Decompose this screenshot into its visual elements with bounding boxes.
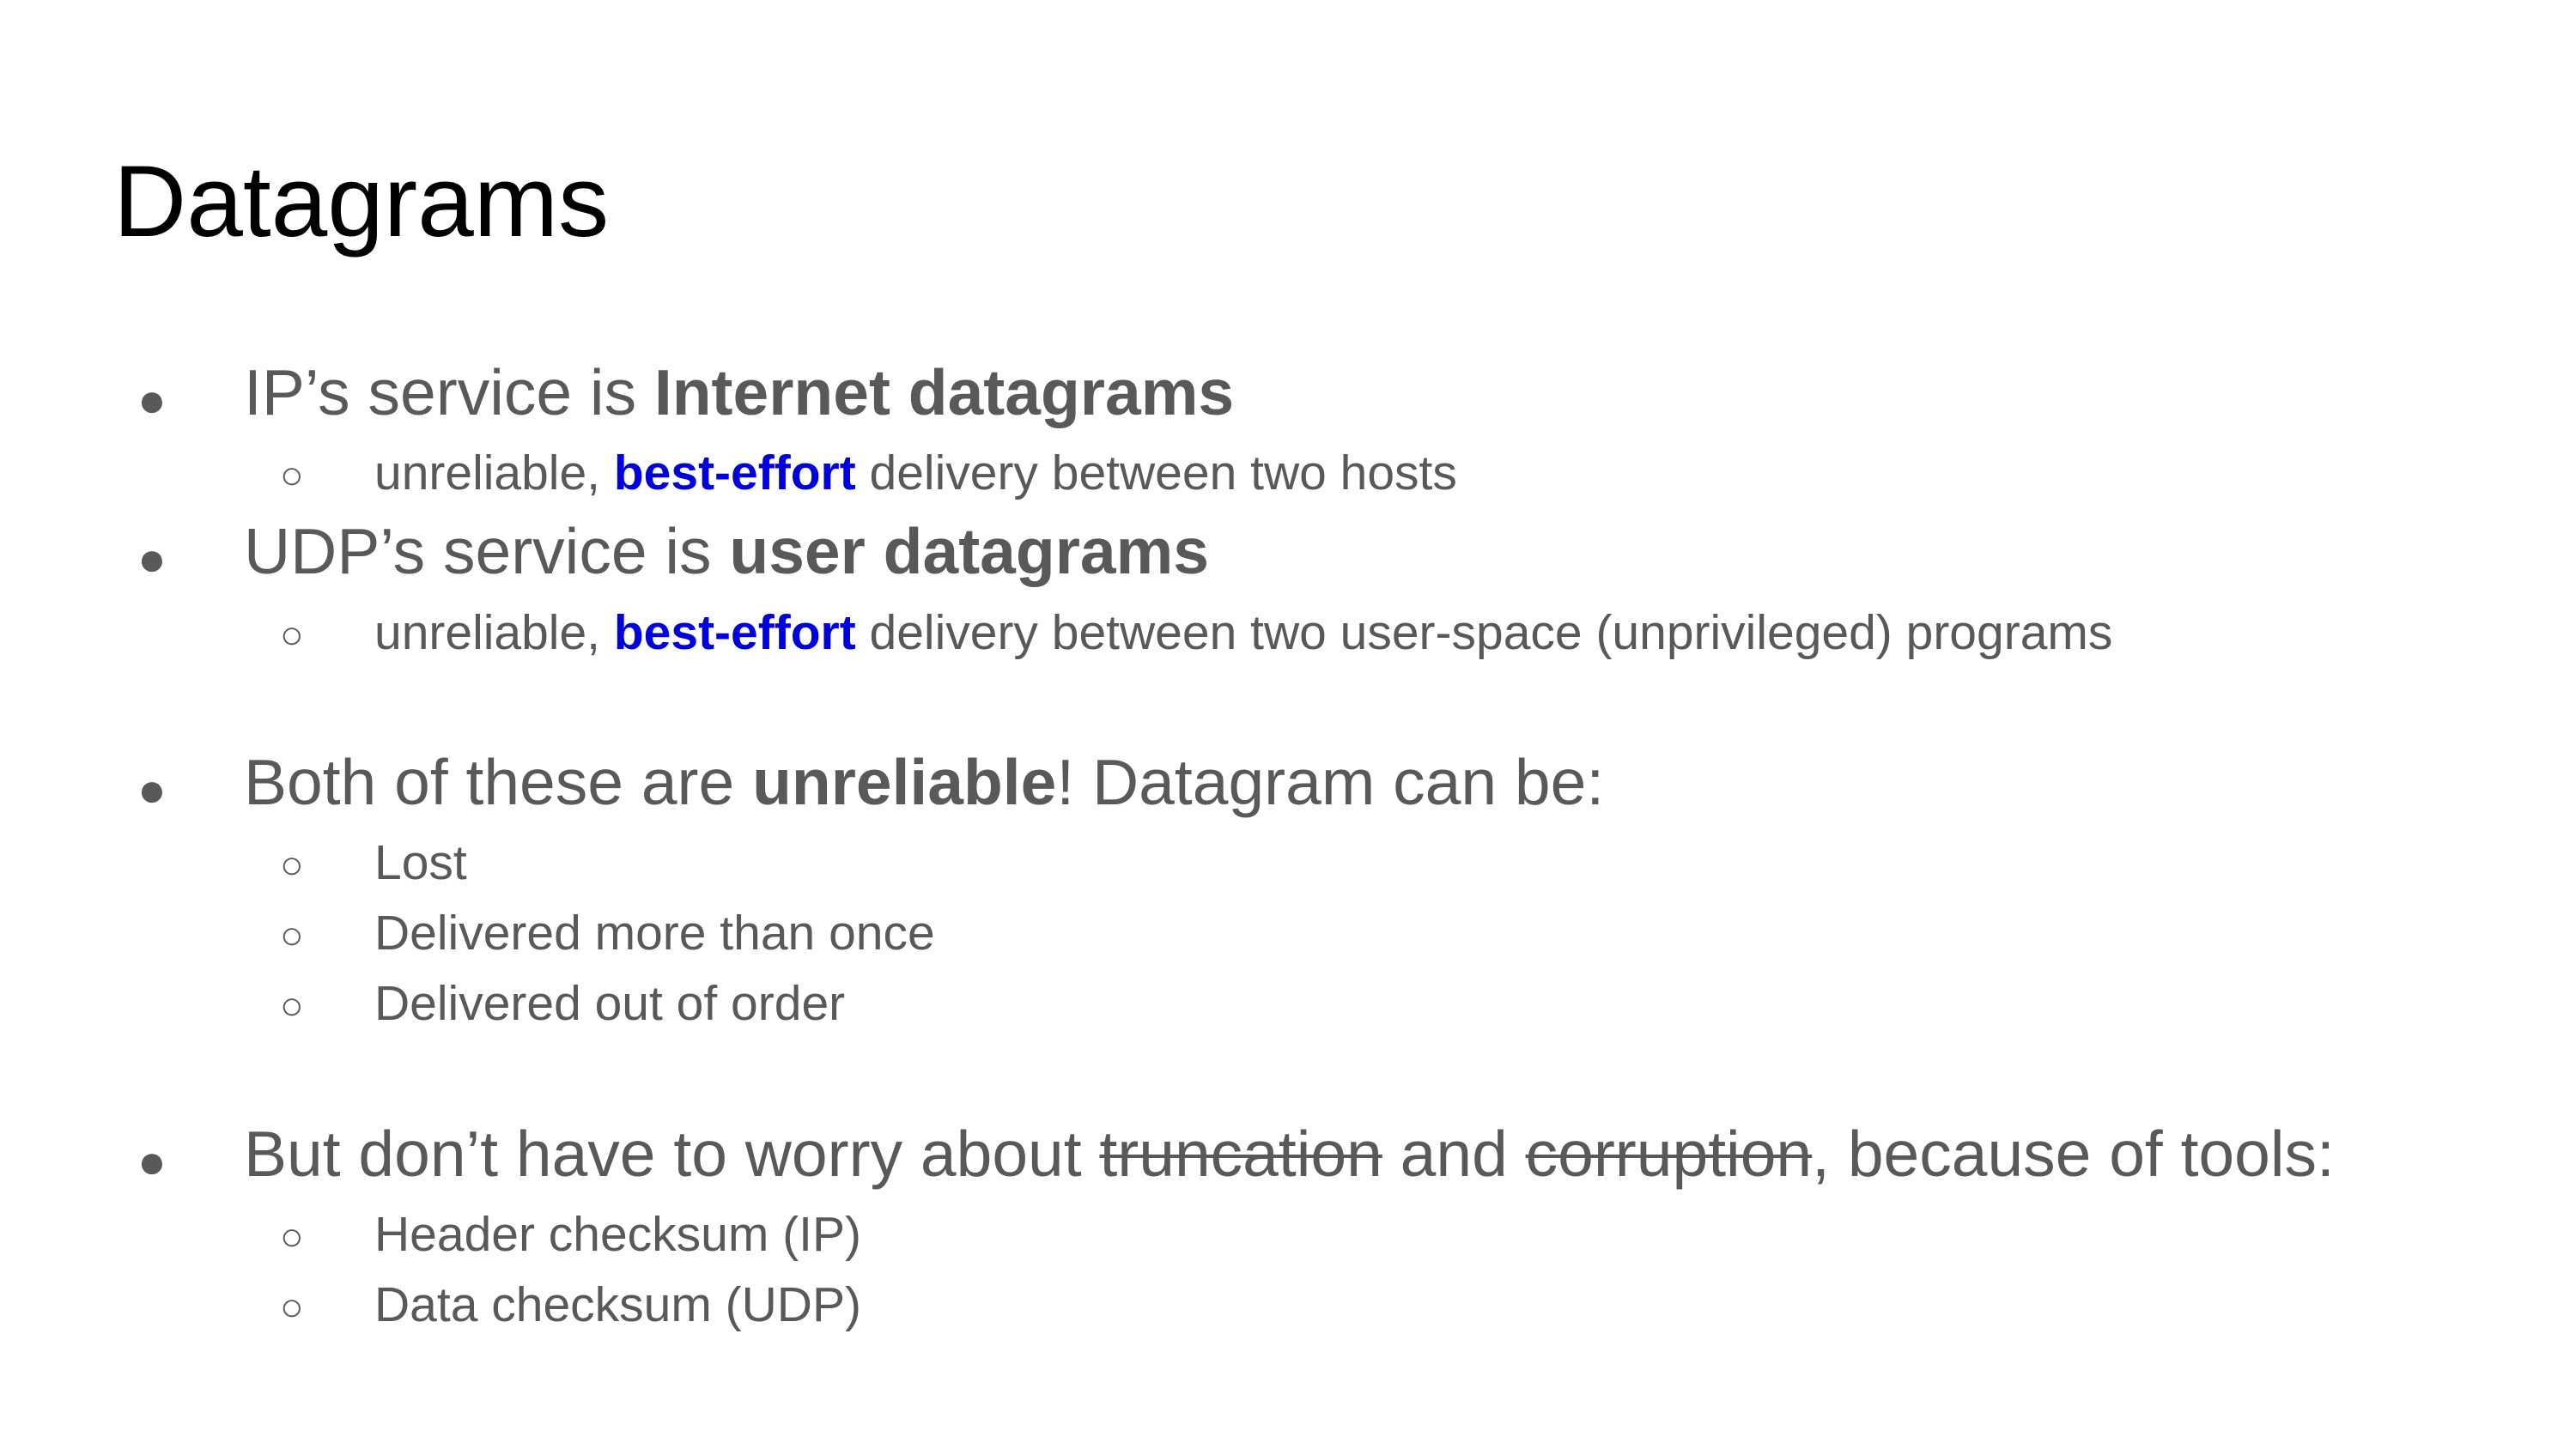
sub-bullet-header-checksum: Header checksum (IP) bbox=[374, 1207, 862, 1262]
text: UDP’s service is bbox=[244, 515, 730, 587]
text: and bbox=[1382, 1118, 1526, 1190]
bullet-unreliable: Both of these are unreliable! Datagram c… bbox=[244, 750, 1604, 815]
sub-bullet-ip-delivery: unreliable, best-effort delivery between… bbox=[374, 449, 1457, 498]
bullet-icon: ● bbox=[137, 1134, 167, 1188]
sub-bullet-lost: Lost bbox=[374, 835, 467, 890]
sub-bullet-icon: ○ bbox=[280, 842, 304, 887]
sub-bullet-data-checksum: Data checksum (UDP) bbox=[374, 1277, 861, 1332]
sub-bullet-duplicated: Delivered more than once bbox=[374, 906, 935, 961]
bullet-icon: ● bbox=[137, 373, 167, 427]
text: But don’t have to worry about bbox=[244, 1118, 1100, 1190]
sub-bullet-icon: ○ bbox=[280, 983, 304, 1028]
highlight-text: best-effort bbox=[613, 605, 856, 660]
bullet-no-worry: But don’t have to worry about truncation… bbox=[244, 1122, 2335, 1186]
strikethrough-text: truncation bbox=[1099, 1118, 1382, 1190]
sub-bullet-icon: ○ bbox=[280, 612, 304, 657]
sub-bullet-udp-delivery: unreliable, best-effort delivery between… bbox=[374, 609, 2112, 658]
text: unreliable, bbox=[374, 605, 614, 660]
bullet-icon: ● bbox=[137, 762, 167, 816]
slide-title: Datagrams bbox=[113, 145, 610, 258]
highlight-text: best-effort bbox=[613, 446, 856, 500]
text: unreliable, bbox=[374, 446, 614, 500]
text: IP’s service is bbox=[244, 356, 654, 428]
bold-text: unreliable bbox=[752, 746, 1057, 818]
bold-text: Internet datagrams bbox=[653, 356, 1235, 428]
sub-bullet-out-of-order: Delivered out of order bbox=[374, 976, 846, 1031]
sub-bullet-icon: ○ bbox=[280, 452, 304, 497]
bullet-icon: ● bbox=[137, 531, 167, 585]
sub-bullet-icon: ○ bbox=[280, 1214, 304, 1258]
sub-bullet-icon: ○ bbox=[280, 1284, 304, 1329]
bullet-udp-service: UDP’s service is user datagrams bbox=[244, 519, 1209, 584]
bold-text: user datagrams bbox=[729, 515, 1209, 587]
text: ! Datagram can be: bbox=[1056, 746, 1605, 818]
bullet-ip-service: IP’s service is Internet datagrams bbox=[244, 361, 1234, 425]
text: delivery between two hosts bbox=[855, 446, 1457, 500]
text: Both of these are bbox=[244, 746, 753, 818]
text: delivery between two user-space (unprivi… bbox=[855, 605, 2113, 660]
text: , because of tools: bbox=[1812, 1118, 2335, 1190]
sub-bullet-icon: ○ bbox=[280, 912, 304, 957]
strikethrough-text: corruption bbox=[1525, 1118, 1813, 1190]
